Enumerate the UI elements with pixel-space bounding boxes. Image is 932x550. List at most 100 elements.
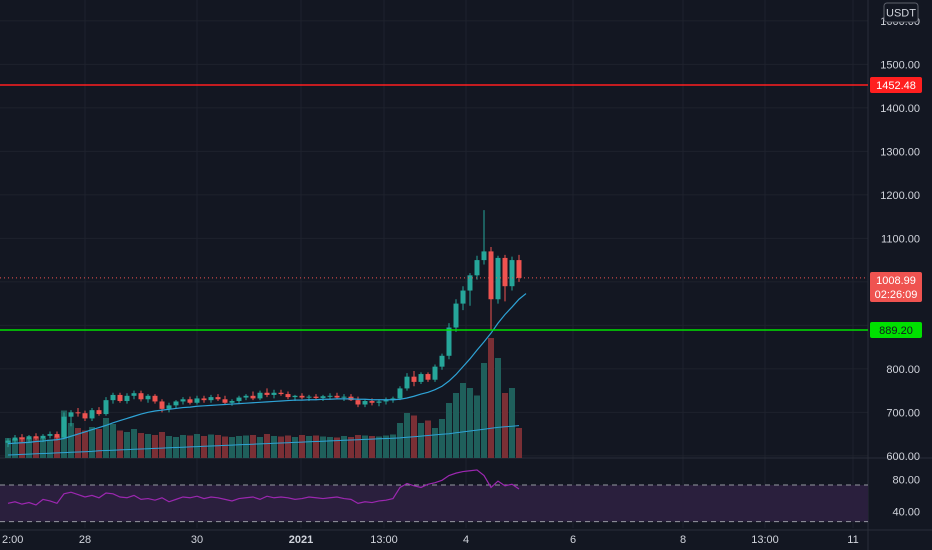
- candle-body: [82, 413, 88, 419]
- price-tick-label: 700.00: [886, 407, 920, 419]
- candle[interactable]: [5, 438, 11, 448]
- candle-body: [453, 303, 459, 328]
- candle[interactable]: [68, 410, 74, 427]
- volume-bar: [75, 428, 81, 458]
- volume-bar: [432, 428, 438, 458]
- candle[interactable]: [474, 255, 480, 280]
- candle[interactable]: [173, 400, 179, 408]
- candle[interactable]: [33, 433, 39, 441]
- candle[interactable]: [89, 407, 95, 422]
- candle[interactable]: [26, 434, 32, 443]
- candle[interactable]: [383, 397, 389, 405]
- candle[interactable]: [334, 392, 340, 400]
- currency-badge[interactable]: USDT: [883, 2, 919, 23]
- horizontal-lines[interactable]: 1452.48 889.20: [0, 77, 922, 339]
- candle[interactable]: [425, 372, 431, 382]
- candle-body: [187, 399, 193, 403]
- candle[interactable]: [411, 371, 417, 387]
- volume-bar: [334, 437, 340, 458]
- volume-bar: [509, 388, 515, 458]
- candle[interactable]: [208, 394, 214, 403]
- candle[interactable]: [194, 395, 200, 405]
- candle[interactable]: [54, 431, 60, 441]
- volume-bar: [425, 420, 431, 458]
- candle[interactable]: [264, 388, 270, 398]
- candle[interactable]: [47, 431, 53, 439]
- candle[interactable]: [201, 395, 207, 403]
- candle[interactable]: [145, 394, 151, 403]
- candle-body: [320, 396, 326, 398]
- candle[interactable]: [96, 407, 102, 416]
- candle[interactable]: [152, 394, 158, 404]
- candle[interactable]: [362, 399, 368, 408]
- candle[interactable]: [509, 256, 515, 291]
- candle[interactable]: [404, 373, 410, 391]
- volume-bar: [481, 363, 487, 458]
- candle[interactable]: [138, 390, 144, 402]
- candle[interactable]: [460, 286, 466, 311]
- candle-body: [516, 260, 522, 278]
- volume-bar: [390, 434, 396, 458]
- candle[interactable]: [131, 390, 137, 400]
- candle[interactable]: [418, 372, 424, 385]
- volume-bar: [138, 433, 144, 458]
- candle[interactable]: [215, 394, 221, 402]
- support-price-box: [870, 322, 922, 339]
- candle[interactable]: [488, 247, 494, 330]
- volume-bar: [215, 435, 221, 458]
- candle[interactable]: [355, 396, 361, 408]
- candle[interactable]: [446, 323, 452, 360]
- candle[interactable]: [341, 394, 347, 402]
- candle[interactable]: [516, 254, 522, 282]
- candle[interactable]: [271, 389, 277, 399]
- candle-body: [446, 327, 452, 356]
- candle[interactable]: [180, 397, 186, 405]
- candle[interactable]: [187, 396, 193, 405]
- candle[interactable]: [124, 393, 130, 404]
- time-axis[interactable]: 2:00 28 30 2021 13:00 4 6 8 13:00 11: [2, 534, 859, 546]
- candle-body: [257, 392, 263, 399]
- candle-body: [509, 260, 515, 287]
- candle[interactable]: [117, 392, 123, 403]
- volume-bar: [341, 436, 347, 458]
- candle[interactable]: [397, 386, 403, 401]
- candle[interactable]: [257, 390, 263, 401]
- candle[interactable]: [439, 353, 445, 370]
- candle[interactable]: [243, 394, 249, 401]
- candle[interactable]: [320, 394, 326, 402]
- candle[interactable]: [250, 391, 256, 401]
- candle[interactable]: [495, 255, 501, 304]
- candle[interactable]: [432, 364, 438, 382]
- candle[interactable]: [285, 391, 291, 400]
- candle[interactable]: [82, 410, 88, 422]
- candle[interactable]: [327, 393, 333, 400]
- candle[interactable]: [236, 395, 242, 404]
- candle[interactable]: [166, 402, 172, 413]
- candle-body: [236, 397, 242, 402]
- candle-body: [131, 393, 137, 396]
- candle[interactable]: [110, 392, 116, 404]
- candle[interactable]: [481, 210, 487, 265]
- candle[interactable]: [299, 393, 305, 400]
- candle[interactable]: [467, 273, 473, 306]
- candle[interactable]: [222, 395, 228, 405]
- candle-body: [425, 374, 431, 380]
- time-tick-label: 30: [191, 534, 203, 546]
- candle[interactable]: [453, 299, 459, 332]
- volume-bar: [152, 435, 158, 458]
- candle-body: [327, 395, 333, 397]
- candle[interactable]: [376, 399, 382, 407]
- volume-bar: [96, 429, 102, 458]
- candle[interactable]: [278, 389, 284, 396]
- currency-label: USDT: [886, 8, 916, 20]
- candle[interactable]: [19, 434, 25, 442]
- candle-body: [362, 401, 368, 405]
- candle[interactable]: [103, 397, 109, 416]
- candle[interactable]: [12, 434, 18, 444]
- time-tick-label: 6: [570, 534, 576, 546]
- candle[interactable]: [75, 407, 81, 417]
- candle[interactable]: [229, 399, 235, 406]
- candle[interactable]: [61, 412, 67, 440]
- volume-bar: [243, 435, 249, 458]
